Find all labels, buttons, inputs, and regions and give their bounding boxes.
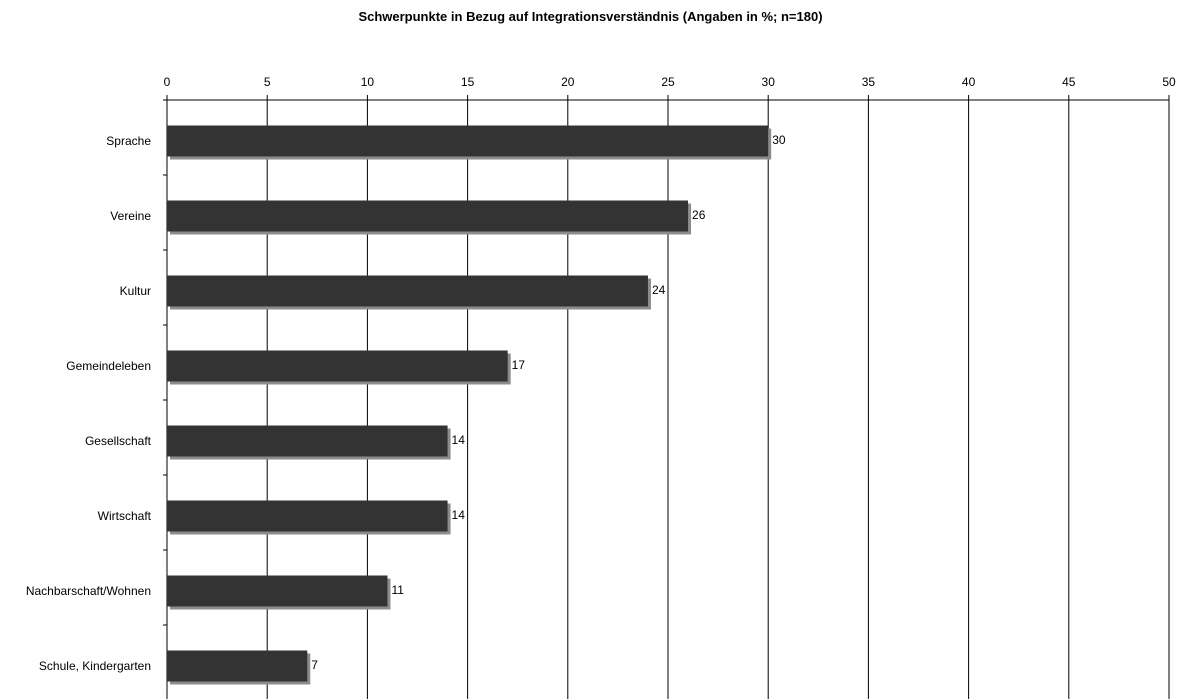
x-tick-label: 25 [661,75,675,89]
bar-layer [167,125,772,685]
data-label: 11 [391,583,404,597]
category-label: Nachbarschaft/Wohnen [26,584,151,598]
bar-vereine [167,200,689,232]
data-label: 14 [452,433,466,447]
x-tick-label: 45 [1062,75,1076,89]
category-label: Kultur [120,284,151,298]
x-tick-label: 50 [1162,75,1176,89]
bar-kultur [167,275,648,307]
data-label: 26 [692,208,706,222]
category-label: Vereine [110,209,151,223]
bar-nachbarschaft-wohnen [167,575,388,607]
data-label: 17 [512,358,526,372]
category-label: Gemeindeleben [66,359,151,373]
category-label: Wirtschaft [98,509,152,523]
data-label: 14 [452,508,466,522]
x-tick-label: 5 [264,75,271,89]
bar-gemeindeleben [167,350,508,382]
x-tick-label: 35 [862,75,876,89]
bar-gesellschaft [167,425,448,457]
category-label: Gesellschaft [85,434,152,448]
x-tick-label: 40 [962,75,976,89]
data-label: 30 [772,133,786,147]
label-layer: Sprache 30 Vereine 26 Kultur 24 Gemeindeleben 1… [26,133,786,673]
x-tick-label: 30 [762,75,776,89]
x-tick-label: 10 [361,75,375,89]
chart-title: Schwerpunkte in Bezug auf Integrationsve… [358,9,823,24]
x-tick-label: 15 [461,75,475,89]
bar-sprache [167,125,769,157]
category-label: Sprache [106,134,151,148]
data-label: 24 [652,283,666,297]
x-tick-label: 20 [561,75,575,89]
data-label: 7 [311,658,318,672]
bar-wirtschaft [167,500,448,532]
category-label: Schule, Kindergarten [39,659,151,673]
x-tick-label: 0 [164,75,171,89]
bar-schule-kindergarten [167,650,308,682]
